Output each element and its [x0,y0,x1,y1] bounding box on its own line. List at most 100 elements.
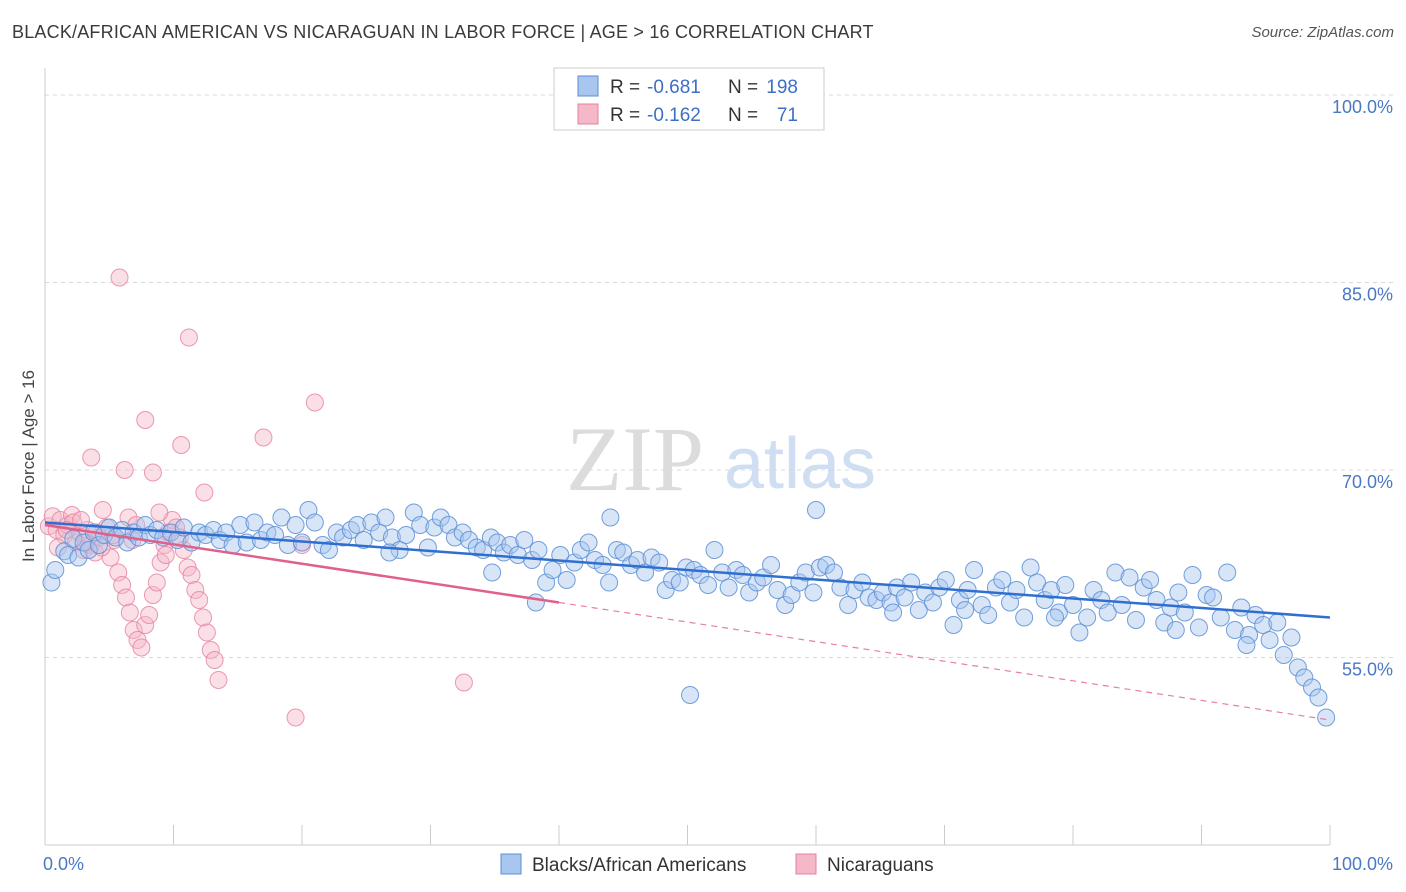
data-point-nicaraguan [209,671,228,689]
data-point-nicaraguan [120,603,139,622]
series-legend-label-pink: Nicaraguans [827,855,934,876]
data-point-black-african-american [1056,576,1075,594]
data-point-nicaraguan [182,566,201,584]
data-point-black-african-american [529,541,548,559]
data-point-nicaraguan [110,268,129,287]
trend-line-pink-extended [558,601,1331,721]
data-point-black-african-american [453,523,472,542]
data-point-black-african-american [1225,621,1244,639]
chart-title: BLACK/AFRICAN AMERICAN VS NICARAGUAN IN … [12,22,874,42]
data-point-black-african-american [884,603,903,622]
data-point-black-african-american [1282,628,1301,647]
data-point-black-african-american [923,593,942,612]
legend-r-label-1: R = [610,77,640,98]
series-legend: Blacks/African Americans Nicaraguans [500,853,934,876]
data-point-black-african-american [418,538,437,557]
data-point-black-african-american [1021,558,1040,577]
data-point-black-african-american [1064,596,1082,614]
legend-r-value-2: -0.162 [647,105,701,126]
data-point-black-african-american [902,573,921,592]
data-point-black-african-american [956,601,975,619]
data-point-black-african-american [1260,631,1279,649]
data-point-black-african-american [1218,563,1237,582]
data-point-black-african-american [887,578,906,597]
data-point-nicaraguan [454,673,473,692]
data-point-nicaraguan [136,616,155,634]
data-point-black-african-american [79,541,98,559]
data-point-black-african-american [1166,621,1185,639]
data-point-nicaraguan [116,588,135,607]
data-point-black-african-american [1120,568,1139,587]
data-point-nicaraguan [186,581,205,599]
data-point-black-african-american [362,513,381,532]
data-point-nicaraguan [190,591,209,609]
data-point-black-african-american [1098,603,1117,622]
data-point-nicaraguan [205,651,224,669]
series-legend-label-blue: Blacks/African Americans [532,855,746,876]
data-point-black-african-american [348,516,367,534]
data-point-black-african-american [319,541,338,559]
data-point-nicaraguan [254,428,273,447]
data-point-black-african-american [1268,613,1287,632]
data-point-black-african-american [719,578,738,597]
data-point-nicaraguan [201,641,220,659]
data-point-black-african-american [425,518,444,537]
data-point-nicaraguan [124,621,143,639]
data-point-black-african-american [1288,658,1307,677]
data-point-black-african-american [1112,596,1131,614]
data-point-black-african-american [1237,636,1256,654]
data-point-black-african-american [231,516,250,534]
series-legend-swatch-pink [795,853,817,875]
data-point-nicaraguan [195,483,214,502]
data-point-black-african-american [1126,611,1145,629]
data-point-black-african-american [543,561,562,579]
data-point-nicaraguan [305,393,324,412]
data-point-black-african-american [431,508,450,527]
data-point-black-african-american [334,528,353,547]
data-point-nicaraguan [197,623,216,642]
data-point-black-african-american [1134,578,1153,597]
data-point-black-african-american [601,508,620,527]
data-point-nicaraguan [140,606,159,624]
legend-r-value-1: -0.681 [647,77,701,98]
data-point-nicaraguan [147,573,166,592]
data-point-black-african-american [286,516,305,534]
data-point-nicaraguan [179,328,198,347]
legend-n-value-2: 71 [777,105,798,126]
data-point-black-african-american [965,561,984,579]
data-point-black-african-american [817,556,836,574]
data-point-black-african-american [1189,618,1208,637]
data-point-black-african-american [895,588,914,607]
data-point-black-african-american [1042,581,1061,599]
data-point-black-african-american [508,546,527,564]
data-point-black-african-american [245,513,264,532]
data-point-black-african-american [1084,581,1103,599]
data-point-nicaraguan [132,638,151,657]
data-point-black-african-american [824,563,843,582]
correlation-legend: R = -0.681 N = 198 R = -0.162 N = 71 [553,67,825,131]
data-point-black-african-american [557,571,576,589]
x-tick-label: 0.0% [43,854,84,874]
y-axis-label: In Labor Force | Age > 16 [19,370,38,562]
data-point-nicaraguan [286,708,305,727]
data-point-nicaraguan [194,608,213,627]
x-tick-label: 100.0% [1332,854,1393,874]
data-point-black-african-american [993,571,1012,589]
black-african-american-points [42,501,1336,727]
y-tick-label: 85.0% [1342,285,1393,305]
legend-swatch-pink [577,103,599,125]
legend-n-label-1: N = [728,77,758,98]
trend-lines [44,521,1331,721]
grid-lines [45,94,1393,658]
data-point-black-african-american [950,591,969,609]
legend-n-value-1: 198 [766,77,798,98]
data-point-black-african-american [460,531,479,549]
data-point-black-african-american [670,573,689,592]
data-point-black-african-american [705,541,724,559]
data-point-black-african-american [1295,668,1314,687]
data-point-nicaraguan [136,411,155,429]
data-point-black-african-american [600,573,619,592]
trend-line-blue [44,521,1331,619]
data-point-black-african-american [1106,563,1125,582]
